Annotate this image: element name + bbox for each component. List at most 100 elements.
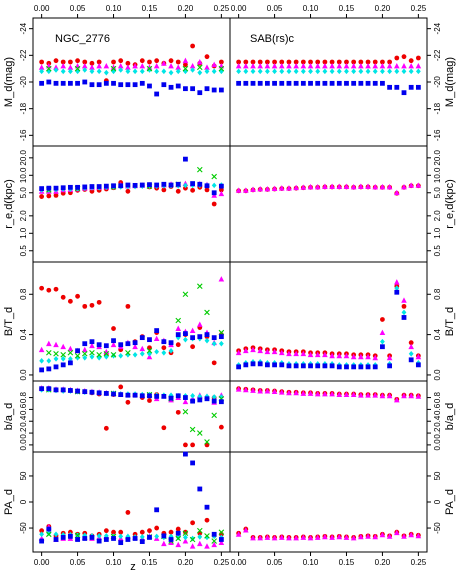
data-point-triangle xyxy=(257,388,263,394)
data-point-triangle xyxy=(350,183,357,190)
data-point-square xyxy=(118,392,124,398)
data-point-x xyxy=(189,426,196,433)
data-point-square xyxy=(279,80,285,86)
data-point-triangle xyxy=(264,534,271,540)
data-point-diamond xyxy=(53,356,59,362)
data-point-diamond xyxy=(89,353,95,360)
data-point-square xyxy=(358,364,364,370)
data-point-triangle xyxy=(110,341,117,348)
data-point-triangle xyxy=(211,541,217,548)
data-point-square xyxy=(118,342,124,348)
y-axis-label-right: r_e,d(kpc) xyxy=(444,179,456,229)
data-point-triangle xyxy=(46,340,52,347)
data-point-diamond xyxy=(218,394,224,400)
data-point-circle xyxy=(380,59,385,65)
data-point-triangle xyxy=(257,347,263,354)
data-point-square xyxy=(147,83,152,89)
data-point-circle xyxy=(46,287,52,293)
data-point-circle xyxy=(67,298,73,304)
y-tick-label-left: 10.0 xyxy=(19,167,28,183)
data-point-triangle xyxy=(161,540,167,547)
data-point-square xyxy=(60,185,66,191)
data-point-square xyxy=(272,362,277,368)
data-point-triangle xyxy=(394,529,400,536)
data-point-square xyxy=(89,339,95,345)
data-point-x xyxy=(197,430,203,436)
data-point-triangle xyxy=(314,63,321,69)
y-tick-label-right: -18 xyxy=(433,102,442,114)
data-point-triangle xyxy=(235,187,242,193)
data-point-triangle xyxy=(365,392,371,398)
data-point-triangle xyxy=(161,60,167,66)
data-point-x xyxy=(74,352,81,359)
y-tick-label-left: -24 xyxy=(19,22,28,34)
data-point-diamond xyxy=(161,349,167,356)
data-point-triangle xyxy=(218,539,225,546)
data-point-square xyxy=(53,185,59,191)
data-point-square xyxy=(75,348,80,354)
data-point-square xyxy=(118,183,124,189)
data-point-circle xyxy=(175,342,181,348)
data-point-diamond xyxy=(96,68,102,75)
data-point-triangle xyxy=(250,63,256,69)
data-point-square xyxy=(67,360,73,366)
data-point-square xyxy=(39,386,45,392)
data-point-triangle xyxy=(415,393,422,399)
y-tick-label-right: 0 xyxy=(433,499,442,504)
data-point-triangle xyxy=(386,183,393,190)
data-point-triangle xyxy=(314,351,321,358)
data-point-diamond xyxy=(211,394,217,400)
data-point-triangle xyxy=(271,63,278,69)
data-point-square xyxy=(103,537,109,542)
data-point-diamond xyxy=(53,67,59,73)
data-point-square xyxy=(154,393,160,399)
x-tick-label-top: 0.20 xyxy=(178,4,194,13)
data-point-circle xyxy=(53,193,59,198)
data-point-triangle xyxy=(257,534,263,541)
data-point-triangle xyxy=(60,63,66,69)
data-point-triangle xyxy=(293,350,299,357)
data-point-diamond xyxy=(118,533,124,540)
data-point-square xyxy=(358,80,364,86)
data-point-square xyxy=(139,182,145,188)
x-tick-label-top: 0.10 xyxy=(303,4,319,13)
data-point-triangle xyxy=(372,354,379,361)
data-point-square xyxy=(300,80,306,86)
data-point-diamond xyxy=(46,530,52,537)
data-point-circle xyxy=(125,303,131,309)
data-point-square xyxy=(401,90,407,96)
data-point-square xyxy=(53,537,59,542)
data-point-triangle xyxy=(243,187,249,193)
data-point-circle xyxy=(161,345,167,351)
data-point-square xyxy=(394,84,400,90)
data-point-circle xyxy=(218,187,224,193)
data-point-circle xyxy=(190,520,196,526)
data-point-square xyxy=(190,181,196,186)
data-point-square xyxy=(39,538,45,544)
data-point-x xyxy=(53,350,59,357)
data-point-circle xyxy=(67,59,73,65)
data-point-diamond xyxy=(243,68,249,75)
data-point-triangle xyxy=(329,183,335,189)
data-point-square xyxy=(132,182,138,188)
data-point-triangle xyxy=(365,533,371,539)
data-point-square xyxy=(154,91,160,97)
data-point-square xyxy=(211,335,217,341)
data-point-circle xyxy=(125,510,131,515)
data-point-square xyxy=(211,87,217,93)
data-point-circle xyxy=(387,59,393,65)
y-tick-label-right: 0.4 xyxy=(433,415,442,427)
data-point-diamond xyxy=(257,68,263,75)
data-point-diamond xyxy=(103,69,109,76)
data-point-x xyxy=(197,283,203,289)
data-point-square xyxy=(190,460,196,466)
data-point-diamond xyxy=(211,182,217,189)
data-point-circle xyxy=(168,58,174,64)
x-tick-label-bottom: 0.10 xyxy=(106,558,122,567)
data-point-x xyxy=(110,351,117,358)
data-point-square xyxy=(111,80,116,86)
data-point-square xyxy=(387,363,393,369)
data-point-circle xyxy=(394,55,400,61)
data-point-square xyxy=(372,364,378,370)
data-point-circle xyxy=(39,59,45,65)
